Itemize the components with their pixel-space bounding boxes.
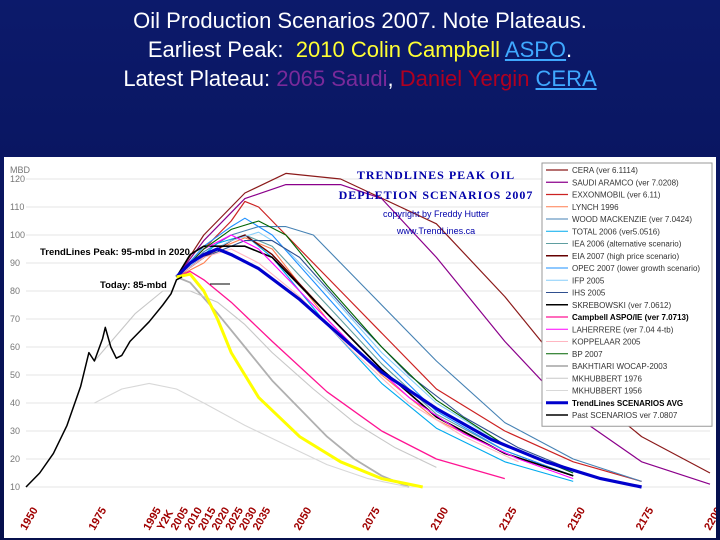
series-line-4 [176, 226, 642, 482]
annotation-today: Today: 85-mbd [100, 280, 167, 291]
legend-entry: WOOD MACKENZIE (ver 7.0424) [572, 215, 692, 224]
legend-entry: SAUDI ARAMCO (ver 7.0208) [572, 178, 679, 187]
title-line-3-sep: , [387, 66, 400, 91]
x-tick-label: 1975 [87, 505, 110, 532]
series-line-11 [175, 245, 574, 477]
slide-title: Oil Production Scenarios 2007. Note Plat… [0, 6, 720, 93]
series-line-6 [176, 234, 574, 477]
title-line-2-suffix: . [566, 37, 573, 62]
y-axis-label: MBD [10, 165, 31, 175]
series-line-7 [176, 234, 574, 477]
latest-plateau-label: Latest Plateau: [123, 66, 277, 91]
legend-entry: SKREBOWSKI (ver 7.0612) [572, 301, 671, 310]
series-line-15 [176, 220, 574, 474]
legend-entry: EXXONMOBIL (ver 6.11) [572, 191, 661, 200]
series-line-17 [93, 290, 437, 468]
series-line-18 [94, 382, 410, 488]
legend-box [541, 162, 713, 427]
legend-entry: CERA (ver 6.1114) [572, 166, 638, 175]
series-line-21 [25, 276, 183, 488]
legend-entry: OPEC 2007 (lower growth scenario) [572, 264, 700, 273]
chart-website: www.TrendLines.ca [396, 226, 475, 236]
x-tick-label: 2175 [634, 505, 657, 532]
chart-title-line-1: TRENDLINES PEAK OIL [357, 168, 515, 182]
legend-entry: TOTAL 2006 (ver5.0516) [572, 227, 660, 236]
title-line-1: Oil Production Scenarios 2007. Note Plat… [133, 8, 587, 33]
series-line-19 [175, 247, 642, 489]
x-tick-label: 2100 [429, 505, 452, 532]
annotation-trendlines-peak: TrendLines Peak: 95-mbd in 2020 [40, 247, 190, 258]
saudi-highlight: 2065 Saudi [276, 66, 388, 91]
title-line-2: Earliest Peak: 2010 Colin Campbell ASPO. [0, 35, 720, 64]
y-tick-label: 70 [10, 314, 20, 324]
chart-title-line-2: DEPLETION SCENARIOS 2007 [339, 188, 534, 202]
x-tick-label: 1950 [18, 505, 41, 532]
series-line-9 [176, 231, 574, 474]
aspo-link[interactable]: ASPO [504, 37, 567, 62]
campbell-highlight: 2010 Colin Campbell [295, 37, 505, 62]
series-line-20 [176, 272, 424, 489]
y-tick-label: 110 [10, 202, 24, 212]
legend-entry: EIA 2007 (high price scenario) [572, 252, 680, 261]
legend-entry: IEA 2006 (alternative scenario) [572, 240, 682, 249]
x-tick-label: 2075 [360, 505, 383, 532]
legend-entry: BAKHTIARI WOCAP-2003 [572, 362, 668, 371]
legend-entry: IHS 2005 [572, 289, 606, 298]
cera-link[interactable]: CERA [535, 66, 597, 91]
legend-entry: MKHUBBERT 1956 [572, 387, 643, 396]
series-line-1 [176, 184, 711, 485]
series-line-12 [176, 270, 505, 480]
legend-entry: Campbell ASPO/IE (ver 7.0713) [572, 313, 689, 322]
legend-entry: KOPPELAAR 2005 [572, 338, 641, 347]
y-tick-label: 30 [10, 426, 20, 436]
legend-entry: BP 2007 [572, 350, 603, 359]
legend-entry: IFP 2005 [572, 276, 605, 285]
y-tick-label: 50 [10, 370, 20, 380]
series-line-13 [176, 234, 574, 480]
series-line-14 [176, 248, 519, 463]
x-tick-label: 2050 [292, 505, 315, 532]
title-line-3: Latest Plateau: 2065 Saudi, Daniel Yergi… [0, 64, 720, 93]
earliest-peak-label: Earliest Peak: [147, 37, 296, 62]
y-tick-label: 20 [10, 454, 20, 464]
x-tick-label: 2150 [565, 505, 588, 532]
chart-copyright: copyright by Freddy Hutter [383, 209, 489, 219]
series-line-16 [176, 276, 410, 488]
y-tick-label: 90 [10, 258, 20, 268]
series-line-10 [176, 240, 574, 471]
y-tick-label: 60 [10, 342, 20, 352]
legend-entry: MKHUBBERT 1976 [572, 374, 643, 383]
chart-frame: 10 20 30 40 50 60 70 80 90 100 110 120 MBD 1950 1975 1… [4, 157, 716, 538]
legend-entry: LAHERRERE (ver 7.04 4-tb) [572, 325, 674, 334]
y-tick-label: 80 [10, 286, 20, 296]
y-tick-label: 120 [10, 174, 25, 184]
yergin-highlight: Daniel Yergin [399, 66, 536, 91]
series-line-8 [176, 217, 574, 477]
legend-entry: Past SCENARIOS ver 7.0807 [572, 411, 678, 420]
x-tick-label: 2200 [702, 505, 716, 532]
y-tick-label: 10 [10, 482, 20, 492]
legend-entry: LYNCH 1996 [572, 203, 619, 212]
x-tick-label: 2125 [497, 505, 520, 532]
legend-entry: TrendLines SCENARIOS AVG [572, 399, 683, 408]
y-tick-label: 100 [10, 230, 25, 240]
y-tick-label: 40 [10, 398, 20, 408]
